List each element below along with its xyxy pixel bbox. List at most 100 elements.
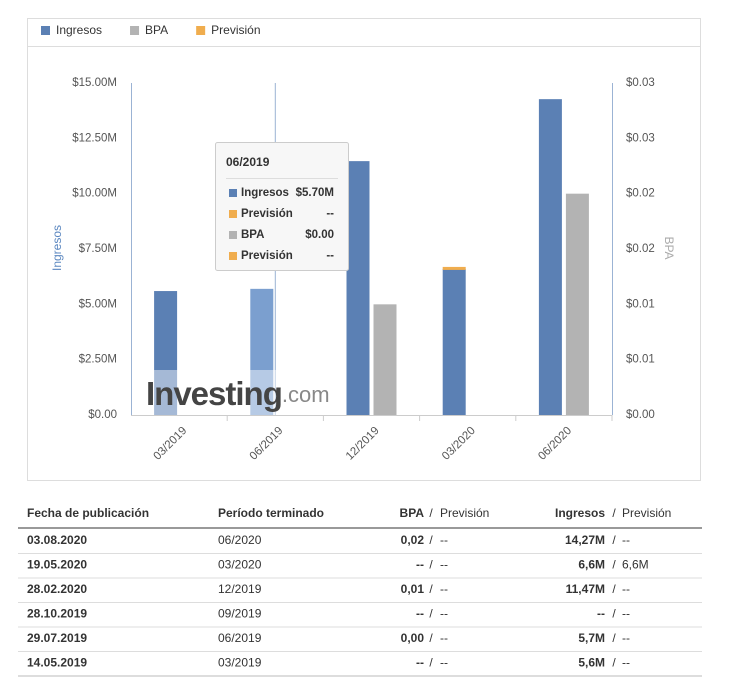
tooltip-swatch xyxy=(229,231,237,239)
cell-sep: / xyxy=(612,656,616,670)
watermark-brand: Investing xyxy=(146,375,282,412)
x-tick-label: 12/2019 xyxy=(344,425,382,463)
y-tick-label: $7.50M xyxy=(79,243,117,255)
y-tick-label: $15.00M xyxy=(72,77,117,89)
cell-sep: / xyxy=(612,582,616,596)
tooltip-value: -- xyxy=(326,208,334,220)
cell-bpa-forecast: -- xyxy=(440,656,448,670)
cell-revenue: 5,6M xyxy=(578,656,605,670)
tooltip-value: -- xyxy=(326,250,334,262)
cell-sep: / xyxy=(429,607,433,621)
revenue-bar xyxy=(442,268,466,415)
cell-revenue: 14,27M xyxy=(565,533,605,547)
th-sep: / xyxy=(612,506,616,520)
tooltip-title: 06/2019 xyxy=(226,155,270,169)
cell-bpa-forecast: -- xyxy=(440,582,448,596)
forecast-marker xyxy=(442,266,466,270)
cell-bpa-forecast: -- xyxy=(440,533,448,547)
legend-swatch xyxy=(196,26,206,35)
y2-tick-label: $0.02 xyxy=(626,243,655,255)
cell-sep: / xyxy=(429,631,433,645)
y-tick-label: $5.00M xyxy=(79,298,117,310)
tooltip-label: Ingresos xyxy=(241,187,289,199)
cell-date: 29.07.2019 xyxy=(27,631,87,645)
cell-bpa: 0,02 xyxy=(401,533,425,547)
th: Previsión xyxy=(440,506,489,520)
earnings-table: Fecha de publicación Período terminado BPA… xyxy=(18,506,702,677)
y-tick-label: $10.00M xyxy=(72,188,117,200)
th: Ingresos xyxy=(555,506,605,520)
x-tick-label: 03/2020 xyxy=(440,425,478,463)
cell-revenue-forecast: -- xyxy=(622,607,630,621)
revenue-bar xyxy=(538,99,562,415)
tooltip-box xyxy=(215,142,349,271)
tooltip-swatch xyxy=(229,189,237,197)
cell-bpa-forecast: -- xyxy=(440,631,448,645)
cell-bpa-forecast: -- xyxy=(440,607,448,621)
cell-period: 03/2019 xyxy=(218,656,262,670)
tooltip-value: $0.00 xyxy=(305,229,334,241)
cell-bpa: -- xyxy=(416,558,424,572)
y-axis-title: Ingresos xyxy=(50,225,64,271)
y2-tick-label: $0.01 xyxy=(626,354,655,366)
th: BPA xyxy=(400,506,425,520)
cell-sep: / xyxy=(429,656,433,670)
cell-period: 12/2019 xyxy=(218,582,262,596)
y2-tick-label: $0.01 xyxy=(626,298,655,310)
x-tick-label: 03/2019 xyxy=(151,425,189,463)
y2-tick-label: $0.00 xyxy=(626,409,655,421)
tooltip-swatch xyxy=(229,252,237,260)
cell-bpa: 0,00 xyxy=(401,631,425,645)
cell-date: 19.05.2020 xyxy=(27,558,87,572)
header-rule xyxy=(18,527,702,529)
legend-swatch xyxy=(130,26,140,35)
cell-revenue: 5,7M xyxy=(578,631,605,645)
cell-revenue-forecast: -- xyxy=(622,631,630,645)
legend-label: Previsión xyxy=(211,23,260,37)
cell-date: 28.10.2019 xyxy=(27,607,87,621)
cell-revenue-forecast: -- xyxy=(622,656,630,670)
th: Fecha de publicación xyxy=(27,506,149,520)
watermark: Investing.com xyxy=(146,375,330,412)
y-tick-label: $12.50M xyxy=(72,132,117,144)
cell-sep: / xyxy=(612,631,616,645)
y-tick-label: $2.50M xyxy=(79,354,117,366)
cell-sep: / xyxy=(612,533,616,547)
cell-sep: / xyxy=(612,558,616,572)
cell-sep: / xyxy=(429,558,433,572)
revenue-bar xyxy=(154,291,178,415)
watermark-bg xyxy=(145,370,315,415)
legend-label: BPA xyxy=(145,23,168,37)
revenue-bar xyxy=(250,288,274,415)
cell-sep: / xyxy=(612,607,616,621)
cell-sep: / xyxy=(429,533,433,547)
cell-date: 28.02.2020 xyxy=(27,582,87,596)
cell-bpa: -- xyxy=(416,607,424,621)
bpa-bar xyxy=(565,193,589,415)
th: Período terminado xyxy=(218,506,324,520)
cell-bpa: 0,01 xyxy=(401,582,425,596)
cell-revenue: 6,6M xyxy=(578,558,605,572)
y2-tick-label: $0.03 xyxy=(626,132,655,144)
cell-period: 03/2020 xyxy=(218,558,262,572)
legend-swatch xyxy=(41,26,50,35)
cell-revenue-forecast: 6,6M xyxy=(622,558,649,572)
cell-revenue: 11,47M xyxy=(566,582,605,596)
x-tick-label: 06/2019 xyxy=(248,425,286,463)
y2-tick-label: $0.02 xyxy=(626,188,655,200)
tooltip-value: $5.70M xyxy=(296,187,334,199)
cell-bpa-forecast: -- xyxy=(440,558,448,572)
th-sep: / xyxy=(429,506,433,520)
tooltip-swatch xyxy=(229,210,237,218)
bpa-bar xyxy=(373,304,397,415)
cell-bpa: -- xyxy=(416,656,424,670)
tooltip-label: Previsión xyxy=(241,250,293,262)
watermark-suffix: .com xyxy=(282,382,330,407)
y2-tick-label: $0.03 xyxy=(626,77,655,89)
cell-revenue: -- xyxy=(597,607,605,621)
chart-frame xyxy=(27,18,701,481)
cell-period: 06/2019 xyxy=(218,631,262,645)
y2-axis-title: BPA xyxy=(662,236,676,259)
cell-period: 09/2019 xyxy=(218,607,262,621)
